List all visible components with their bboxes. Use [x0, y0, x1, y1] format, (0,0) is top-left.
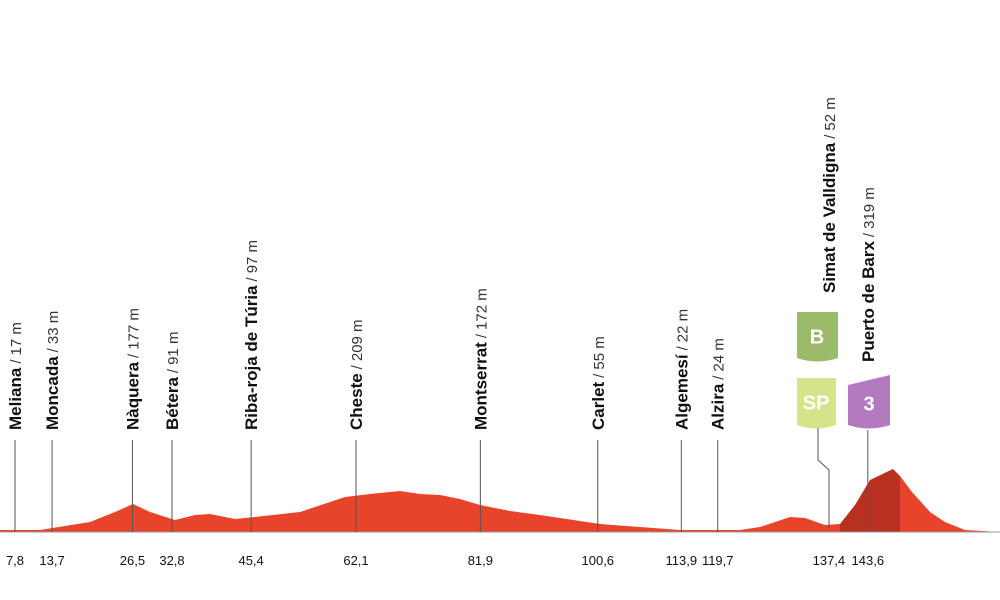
separator: /	[165, 368, 182, 373]
point-name: Cheste	[347, 373, 366, 430]
point-altitude: 319 m	[861, 187, 878, 229]
badge-label: B	[810, 326, 824, 348]
point-km: 119,7	[702, 553, 734, 568]
point-name: Alzira	[709, 383, 728, 430]
point-label: Carlet / 55 m	[589, 336, 608, 430]
separator: /	[244, 276, 261, 281]
point-name: Meliana	[6, 367, 25, 430]
point-km: 81,9	[468, 553, 493, 568]
separator: /	[349, 364, 366, 369]
point-label: Puerto de Barx / 319 m	[859, 187, 878, 362]
separator: /	[473, 333, 490, 338]
elevation-profile	[0, 491, 840, 532]
point-altitude: 91 m	[165, 332, 182, 365]
climb-profile	[840, 469, 900, 532]
point-name: Algemesí	[672, 353, 691, 430]
separator: /	[591, 373, 608, 378]
point-km: 45,4	[238, 553, 263, 568]
point-name: Carlet	[589, 381, 608, 430]
point-km: 100,6	[582, 553, 615, 568]
point-label: Meliana / 17 m	[6, 322, 25, 430]
badge-label: 3	[863, 393, 874, 415]
badge-label: SP	[803, 392, 830, 414]
point-label: Simat de Valldigna / 52 m	[820, 97, 839, 293]
point-label: Algemesí / 22 m	[672, 309, 691, 430]
separator: /	[822, 134, 839, 139]
point-name: Bétera	[163, 377, 182, 430]
point-km: 13,7	[39, 553, 64, 568]
point-label: Montserrat / 172 m	[471, 288, 490, 430]
climb-badge: 3	[848, 375, 890, 429]
point-altitude: 52 m	[822, 97, 839, 130]
separator: /	[45, 347, 62, 352]
point-altitude: 17 m	[8, 322, 25, 355]
point-label: Riba-roja de Túria / 97 m	[242, 240, 261, 430]
point-name: Puerto de Barx	[859, 241, 878, 362]
point-altitude: 209 m	[349, 319, 366, 361]
point-label: Cheste / 209 m	[347, 319, 366, 430]
point-altitude: 24 m	[711, 338, 728, 371]
separator: /	[674, 345, 691, 350]
point-label: Bétera / 91 m	[163, 332, 182, 430]
point-altitude: 55 m	[591, 336, 608, 369]
point-label: Moncada / 33 m	[43, 311, 62, 430]
separator: /	[861, 232, 878, 237]
leader-line	[817, 428, 830, 528]
point-name: Montserrat	[471, 342, 490, 430]
point-altitude: 33 m	[45, 311, 62, 344]
point-label: Alzira / 24 m	[709, 338, 728, 430]
point-name: Riba-roja de Túria	[242, 285, 261, 430]
point-km: 113,9	[666, 553, 698, 568]
bonus-badge: B	[797, 312, 838, 362]
point-name: Nàquera	[123, 361, 142, 430]
point-altitude: 97 m	[244, 240, 261, 273]
point-altitude: 22 m	[674, 309, 691, 342]
point-name: Simat de Valldigna	[820, 142, 839, 293]
point-km: 7,8	[6, 553, 24, 568]
descent-profile	[900, 476, 1000, 532]
point-km: 32,8	[159, 553, 184, 568]
point-altitude: 177 m	[125, 308, 142, 350]
separator: /	[125, 353, 142, 358]
point-altitude: 172 m	[473, 288, 490, 330]
sprint-badge: SP	[797, 378, 836, 429]
point-name: Moncada	[43, 356, 62, 430]
point-km: 137,4	[813, 553, 846, 568]
point-km: 62,1	[343, 553, 368, 568]
point-label: Nàquera / 177 m	[123, 308, 142, 430]
point-km: 26,5	[120, 553, 145, 568]
separator: /	[711, 375, 728, 380]
point-km: 143,6	[852, 553, 885, 568]
separator: /	[8, 359, 25, 364]
